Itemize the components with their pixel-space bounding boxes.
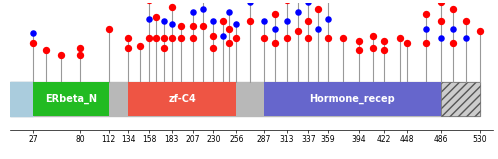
Point [422,13,430,15]
Point [246,20,253,23]
Point [145,0,153,1]
Point [260,20,268,23]
Point [29,42,37,44]
Point [209,35,217,37]
Point [437,1,445,3]
Point [476,30,484,32]
Point [189,25,197,28]
Point [225,42,233,44]
Point [304,20,312,23]
Point [152,37,160,40]
Point [124,37,132,40]
Point [294,30,302,32]
Point [219,35,227,37]
Point [136,44,144,47]
Point [380,39,388,42]
Point [437,37,445,40]
Point [380,49,388,52]
Point [449,42,457,44]
Bar [264,82,441,116]
Point [314,8,322,10]
Point [233,23,241,25]
Point [422,42,430,44]
Point [209,20,217,23]
Point [369,47,377,49]
Point [145,37,153,40]
Text: zf-C4: zf-C4 [168,94,196,104]
Point [233,37,241,40]
Text: ERbeta_N: ERbeta_N [45,94,97,104]
Bar [128,82,237,116]
Point [271,13,279,15]
Point [42,49,50,52]
Point [168,6,176,8]
Point [324,18,332,20]
Point [219,20,227,23]
Text: Hormone_recep: Hormone_recep [309,94,395,104]
Point [168,37,176,40]
Point [355,39,363,42]
Point [76,47,84,49]
Point [283,37,291,40]
Bar [10,82,480,116]
Point [304,37,312,40]
Point [76,54,84,57]
Point [339,37,347,40]
Point [160,20,168,23]
Point [369,35,377,37]
Point [145,18,153,20]
Bar [441,82,480,116]
Point [403,42,411,44]
Point [189,10,197,13]
Point [57,54,65,57]
Point [355,49,363,52]
Point [189,37,197,40]
Point [294,10,302,13]
Point [124,47,132,49]
Point [246,1,253,3]
Point [271,42,279,44]
Point [304,1,312,3]
Point [283,0,291,1]
Bar [10,82,33,116]
Point [324,37,332,40]
Point [225,10,233,13]
Point [449,8,457,10]
Point [463,37,471,40]
Point [437,20,445,23]
Point [177,25,185,28]
Point [177,37,185,40]
Point [168,23,176,25]
Point [463,20,471,23]
Point [271,27,279,30]
Point [160,37,168,40]
Point [396,37,404,40]
Point [449,27,457,30]
Point [260,37,268,40]
Point [209,47,217,49]
Point [225,27,233,30]
Point [160,47,168,49]
Point [283,20,291,23]
Point [152,15,160,18]
Point [105,27,113,30]
Point [314,27,322,30]
Point [199,8,207,10]
Point [422,27,430,30]
Point [29,32,37,35]
Point [199,25,207,28]
Bar [33,82,109,116]
